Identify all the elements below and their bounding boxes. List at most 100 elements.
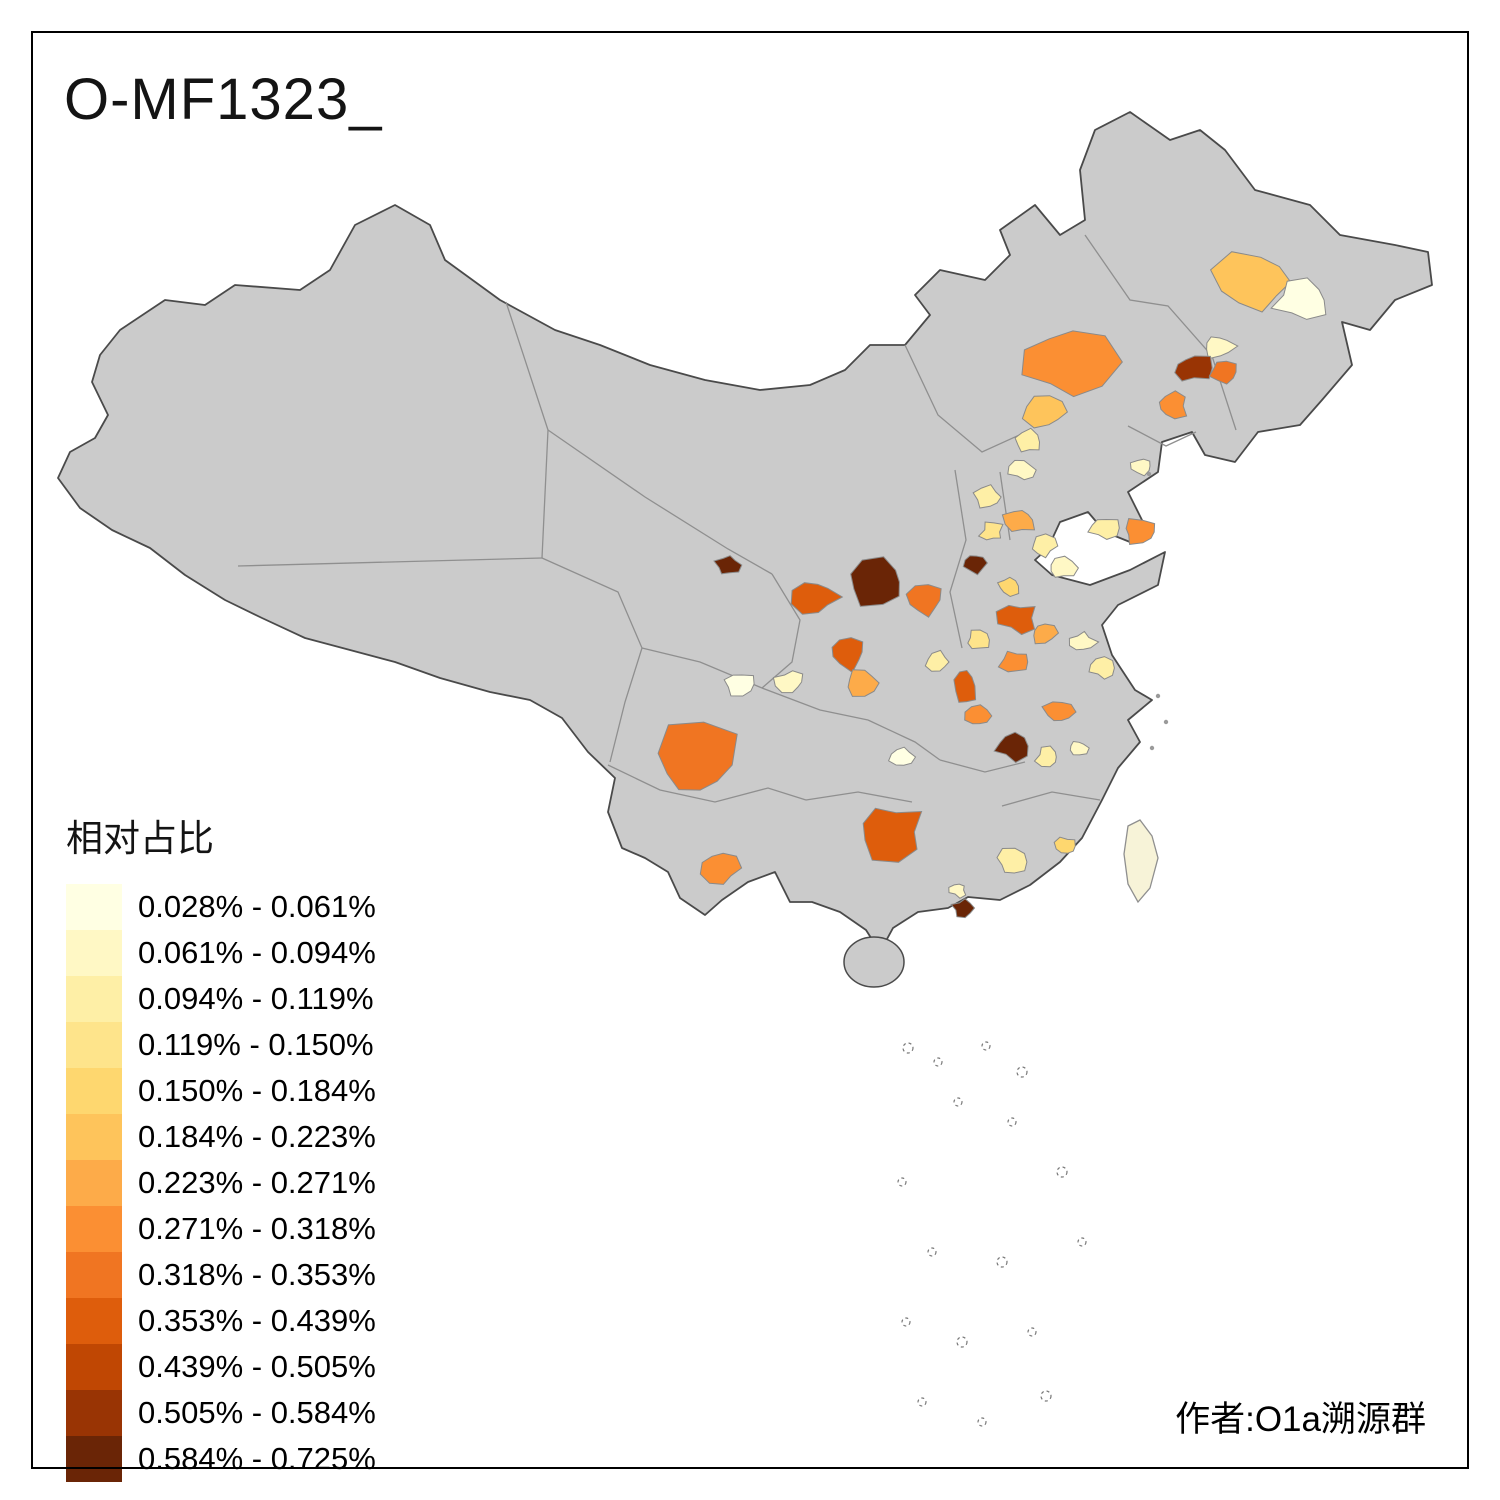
province-boundary-line	[547, 429, 773, 575]
legend-swatch	[66, 1298, 122, 1344]
legend-item: 0.439% - 0.505%	[66, 1344, 376, 1390]
islet-outline	[897, 1177, 907, 1187]
islet-outline	[953, 1097, 963, 1107]
province-boundary-line	[607, 764, 807, 803]
legend-swatch	[66, 1068, 122, 1114]
legend-label: 0.584% - 0.725%	[138, 1441, 376, 1476]
map-region	[1053, 836, 1076, 854]
map-region	[967, 629, 990, 650]
map-region	[1033, 745, 1057, 768]
map-region	[950, 898, 976, 919]
map-region	[1209, 251, 1292, 313]
map-region	[948, 883, 967, 899]
choropleth-regions	[657, 251, 1327, 919]
legend: 相对占比 0.028% - 0.061% 0.061% - 0.094% 0.094…	[66, 808, 376, 1482]
map-region	[924, 649, 950, 672]
legend-swatch	[66, 1022, 122, 1068]
legend-item: 0.318% - 0.353%	[66, 1252, 376, 1298]
legend-label: 0.271% - 0.318%	[138, 1211, 376, 1246]
legend-item: 0.094% - 0.119%	[66, 976, 376, 1022]
map-region	[1001, 509, 1036, 533]
legend-label: 0.119% - 0.150%	[138, 1027, 374, 1062]
province-boundary-line	[949, 469, 967, 649]
map-region	[993, 731, 1029, 764]
legend-item: 0.119% - 0.150%	[66, 1022, 376, 1068]
map-region	[1031, 533, 1059, 559]
south-china-sea-islets	[897, 1041, 1087, 1427]
legend-label: 0.223% - 0.271%	[138, 1165, 376, 1200]
province-boundary-line	[1001, 791, 1101, 807]
legend-swatch	[66, 1114, 122, 1160]
map-region	[996, 576, 1020, 598]
legend-label: 0.318% - 0.353%	[138, 1257, 376, 1292]
islet-outline	[902, 1042, 914, 1054]
legend-swatch	[66, 884, 122, 930]
legend-swatch	[66, 1344, 122, 1390]
islet-outline	[1077, 1237, 1087, 1247]
map-region	[1129, 458, 1151, 477]
page-title: O-MF1323_	[64, 67, 383, 132]
map-region	[1087, 518, 1120, 540]
map-region	[1270, 277, 1327, 320]
hainan-island	[843, 936, 905, 988]
islet-outline	[1007, 1117, 1017, 1127]
legend-label: 0.061% - 0.094%	[138, 935, 376, 970]
legend-title: 相对占比	[66, 818, 214, 859]
taiwan-island	[1123, 819, 1159, 904]
map-region	[953, 669, 977, 703]
map-region	[1069, 740, 1090, 756]
legend-swatch	[66, 976, 122, 1022]
legend-item: 0.505% - 0.584%	[66, 1390, 376, 1436]
province-boundary-line	[904, 344, 1027, 453]
map-region	[1021, 395, 1069, 429]
islet-outline	[956, 1336, 968, 1348]
map-region	[772, 670, 804, 694]
map-region	[1033, 623, 1060, 645]
legend-label: 0.353% - 0.439%	[138, 1303, 376, 1338]
islet-outline	[1016, 1066, 1028, 1078]
legend-swatch	[66, 930, 122, 976]
map-region	[887, 746, 917, 766]
islet-outline	[917, 1397, 927, 1407]
map-region	[1050, 555, 1080, 578]
map-region	[1206, 336, 1239, 360]
islet-outline	[927, 1247, 937, 1257]
coastal-islets	[1146, 471, 1169, 751]
legend-item: 0.028% - 0.061%	[66, 884, 376, 930]
map-region	[790, 582, 844, 615]
map-region	[862, 807, 923, 863]
map-region	[964, 704, 993, 725]
legend-label: 0.150% - 0.184%	[138, 1073, 376, 1108]
map-region	[699, 852, 743, 885]
map-region	[905, 584, 942, 618]
map-region	[995, 604, 1036, 636]
author-credit: 作者:O1a溯源群	[1175, 1400, 1426, 1439]
province-boundary-line	[867, 719, 941, 761]
islet-outline	[981, 1041, 991, 1051]
map-region	[1088, 656, 1115, 680]
islet-outline	[996, 1256, 1008, 1268]
map-region	[847, 669, 880, 697]
map-region	[657, 721, 738, 791]
map-region	[962, 555, 988, 576]
legend-swatch	[66, 1390, 122, 1436]
islet-outline	[1056, 1166, 1068, 1178]
map-region	[713, 555, 743, 575]
legend-rows: 0.028% - 0.061% 0.061% - 0.094% 0.094% - 0…	[66, 884, 376, 1482]
legend-label: 0.028% - 0.061%	[138, 889, 376, 924]
islet-outline	[1040, 1390, 1052, 1402]
map-region	[1208, 360, 1237, 385]
legend-swatch	[66, 1160, 122, 1206]
legend-item: 0.184% - 0.223%	[66, 1114, 376, 1160]
map-region	[972, 484, 1002, 509]
map-region	[723, 674, 755, 697]
legend-swatch	[66, 1436, 122, 1482]
legend-swatch	[66, 1252, 122, 1298]
islet-outline	[1027, 1327, 1037, 1337]
map-region	[1158, 390, 1188, 420]
legend-swatch	[66, 1206, 122, 1252]
province-boundary-line	[1127, 425, 1197, 447]
islet-outline	[977, 1417, 987, 1427]
map-region	[831, 637, 864, 674]
